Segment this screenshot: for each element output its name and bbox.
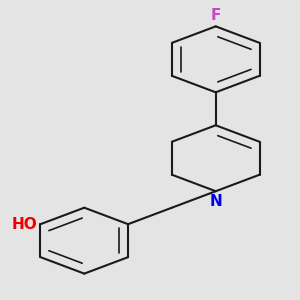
Text: F: F	[211, 8, 221, 23]
Text: HO: HO	[12, 217, 38, 232]
Text: N: N	[209, 194, 222, 209]
